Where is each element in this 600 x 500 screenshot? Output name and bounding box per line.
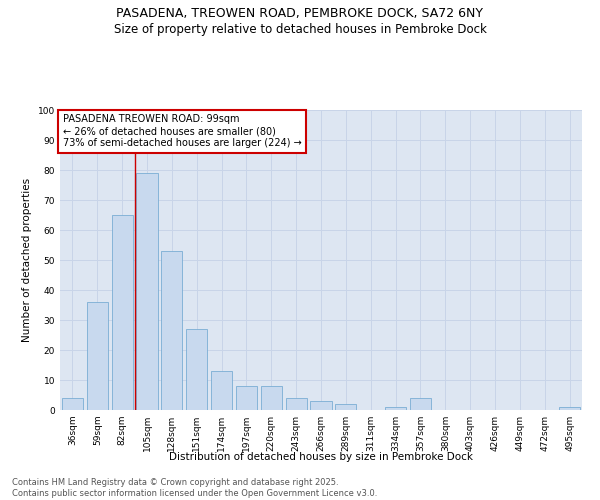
Text: Contains HM Land Registry data © Crown copyright and database right 2025.
Contai: Contains HM Land Registry data © Crown c… bbox=[12, 478, 377, 498]
Bar bbox=[236, 386, 257, 410]
Bar bbox=[62, 398, 83, 410]
Bar bbox=[211, 371, 232, 410]
Text: Distribution of detached houses by size in Pembroke Dock: Distribution of detached houses by size … bbox=[169, 452, 473, 462]
Bar bbox=[385, 407, 406, 410]
Bar bbox=[87, 302, 108, 410]
Bar bbox=[136, 173, 158, 410]
Bar bbox=[112, 215, 133, 410]
Bar bbox=[310, 401, 332, 410]
Text: PASADENA, TREOWEN ROAD, PEMBROKE DOCK, SA72 6NY: PASADENA, TREOWEN ROAD, PEMBROKE DOCK, S… bbox=[116, 8, 484, 20]
Bar bbox=[161, 251, 182, 410]
Bar bbox=[286, 398, 307, 410]
Bar bbox=[186, 329, 207, 410]
Y-axis label: Number of detached properties: Number of detached properties bbox=[22, 178, 32, 342]
Bar bbox=[335, 404, 356, 410]
Text: Size of property relative to detached houses in Pembroke Dock: Size of property relative to detached ho… bbox=[113, 22, 487, 36]
Text: PASADENA TREOWEN ROAD: 99sqm
← 26% of detached houses are smaller (80)
73% of se: PASADENA TREOWEN ROAD: 99sqm ← 26% of de… bbox=[62, 114, 301, 148]
Bar bbox=[261, 386, 282, 410]
Bar bbox=[559, 407, 580, 410]
Bar bbox=[410, 398, 431, 410]
